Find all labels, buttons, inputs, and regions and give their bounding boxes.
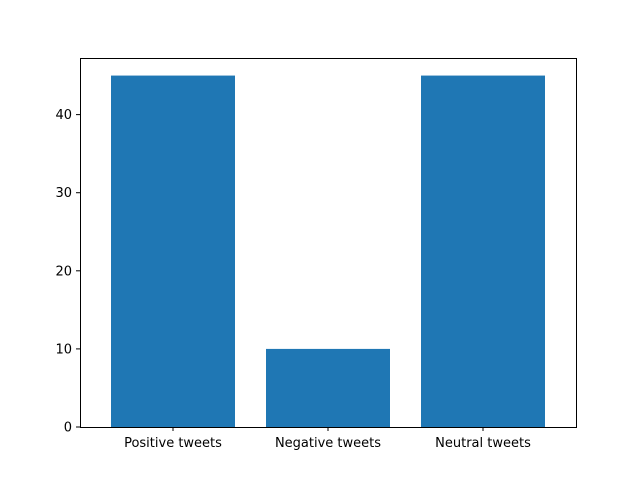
y-tick-label-1: 10 — [55, 342, 72, 357]
bar-2 — [421, 75, 545, 428]
y-tick-label-2: 20 — [55, 264, 72, 279]
y-tick-label-0: 0 — [64, 421, 72, 436]
bar-0 — [111, 75, 235, 428]
plot-frame — [80, 58, 577, 428]
x-tick-label-1: Negative tweets — [275, 436, 381, 451]
bar-1 — [266, 348, 390, 427]
y-axis: 0 10 20 30 40 — [55, 108, 80, 436]
y-tick-label-4: 40 — [55, 108, 72, 123]
x-axis: Positive tweets Negative tweets Neutral tw… — [124, 427, 531, 451]
y-tick-label-3: 30 — [55, 186, 72, 201]
bars-group — [111, 75, 545, 428]
x-tick-label-2: Neutral tweets — [435, 436, 531, 451]
x-tick-label-0: Positive tweets — [124, 436, 222, 451]
